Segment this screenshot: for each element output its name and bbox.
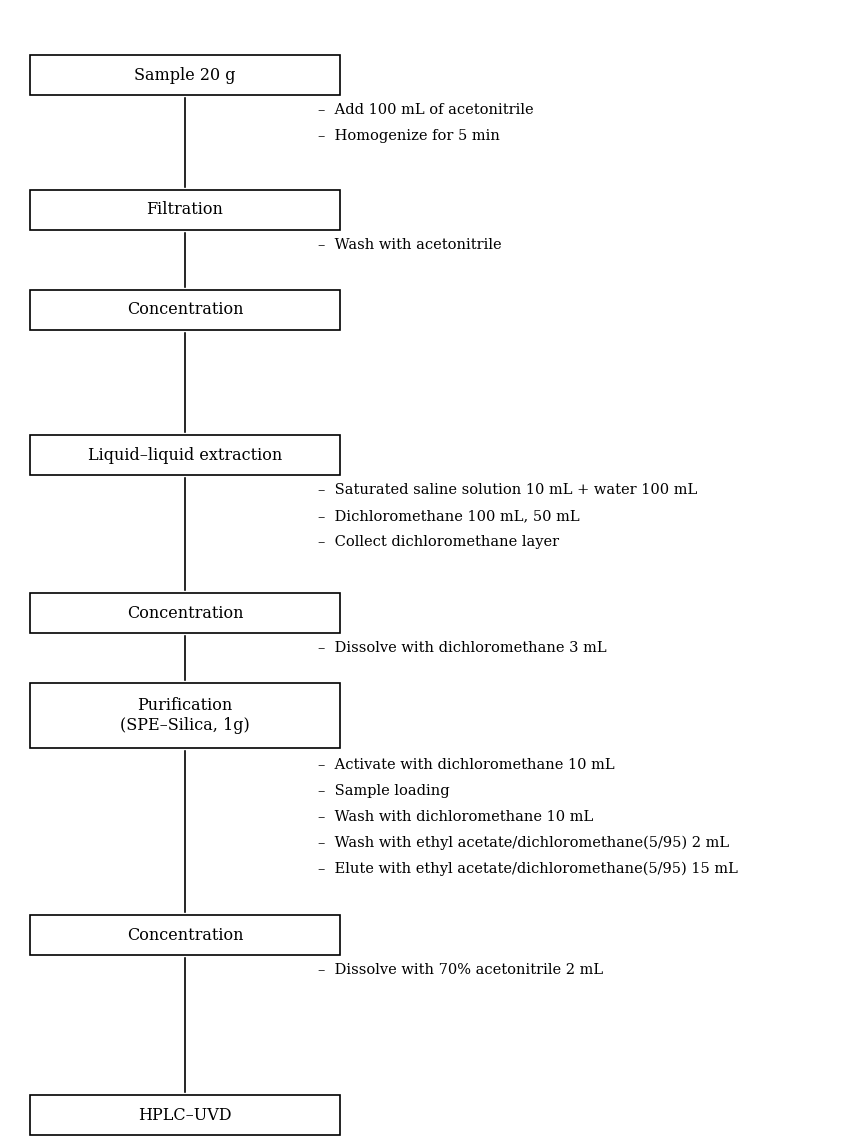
Bar	[30, 435, 340, 475]
Text: –  Activate with dichloromethane 10 mL: – Activate with dichloromethane 10 mL	[318, 758, 614, 772]
Bar	[30, 915, 340, 955]
Text: –  Elute with ethyl acetate/dichloromethane(5/95) 15 mL: – Elute with ethyl acetate/dichlorometha…	[318, 862, 738, 877]
Bar	[30, 55, 340, 96]
Text: –  Collect dichloromethane layer: – Collect dichloromethane layer	[318, 536, 559, 549]
Text: –  Wash with dichloromethane 10 mL: – Wash with dichloromethane 10 mL	[318, 810, 593, 824]
Text: HPLC–UVD: HPLC–UVD	[138, 1106, 232, 1123]
Text: Concentration: Concentration	[127, 927, 244, 944]
Text: –  Dissolve with dichloromethane 3 mL: – Dissolve with dichloromethane 3 mL	[318, 641, 607, 655]
Text: –  Wash with acetonitrile: – Wash with acetonitrile	[318, 238, 502, 252]
Text: Purification
(SPE–Silica, 1g): Purification (SPE–Silica, 1g)	[120, 697, 250, 733]
Text: –  Wash with ethyl acetate/dichloromethane(5/95) 2 mL: – Wash with ethyl acetate/dichloromethan…	[318, 836, 729, 850]
Text: Filtration: Filtration	[147, 201, 223, 218]
Text: –  Sample loading: – Sample loading	[318, 785, 450, 798]
Text: –  Dissolve with 70% acetonitrile 2 mL: – Dissolve with 70% acetonitrile 2 mL	[318, 963, 603, 977]
Text: Liquid–liquid extraction: Liquid–liquid extraction	[88, 447, 282, 464]
Bar	[30, 190, 340, 230]
Bar	[30, 290, 340, 330]
Text: Concentration: Concentration	[127, 301, 244, 318]
Text: –  Homogenize for 5 min: – Homogenize for 5 min	[318, 128, 500, 143]
Text: –  Dichloromethane 100 mL, 50 mL: – Dichloromethane 100 mL, 50 mL	[318, 509, 579, 523]
Bar	[30, 683, 340, 748]
Text: Sample 20 g: Sample 20 g	[135, 66, 236, 83]
Bar	[30, 594, 340, 633]
Text: –  Saturated saline solution 10 mL + water 100 mL: – Saturated saline solution 10 mL + wate…	[318, 483, 697, 497]
Text: Concentration: Concentration	[127, 605, 244, 622]
Text: –  Add 100 mL of acetonitrile: – Add 100 mL of acetonitrile	[318, 103, 533, 117]
Bar	[30, 1095, 340, 1135]
